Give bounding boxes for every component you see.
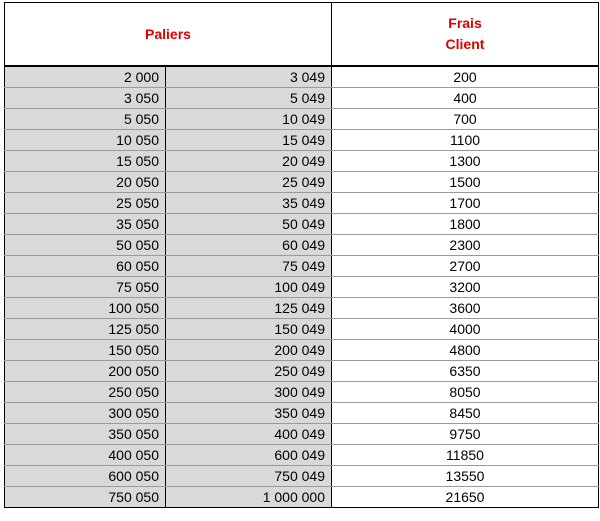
fee-cell: 8050 — [331, 381, 599, 403]
range-from-cell: 20 050 — [4, 171, 166, 193]
range-to-cell: 75 049 — [165, 255, 332, 277]
fee-cell: 8450 — [331, 402, 599, 424]
range-from-cell: 3 050 — [4, 87, 166, 109]
header-frais-client: Frais Client — [331, 2, 599, 67]
header-paliers: Paliers — [4, 2, 332, 67]
table-row: 350 050 400 049 9750 — [4, 423, 599, 445]
fee-cell: 2700 — [331, 255, 599, 277]
table-body: 2 000 3 049 200 3 050 5 049 400 5 050 10 049 700… — [4, 66, 599, 508]
fee-cell: 21650 — [331, 486, 599, 508]
table-row: 50 050 60 049 2300 — [4, 234, 599, 256]
range-to-cell: 200 049 — [165, 339, 332, 361]
table-row: 35 050 50 049 1800 — [4, 213, 599, 235]
range-from-cell: 100 050 — [4, 297, 166, 319]
fee-cell: 4800 — [331, 339, 599, 361]
table-row: 5 050 10 049 700 — [4, 108, 599, 130]
table-row: 2 000 3 049 200 — [4, 66, 599, 88]
range-to-cell: 20 049 — [165, 150, 332, 172]
table-row: 60 050 75 049 2700 — [4, 255, 599, 277]
range-from-cell: 150 050 — [4, 339, 166, 361]
fee-cell: 1700 — [331, 192, 599, 214]
range-to-cell: 5 049 — [165, 87, 332, 109]
range-to-cell: 600 049 — [165, 444, 332, 466]
range-from-cell: 10 050 — [4, 129, 166, 151]
range-from-cell: 200 050 — [4, 360, 166, 382]
table-row: 250 050 300 049 8050 — [4, 381, 599, 403]
table-row: 75 050 100 049 3200 — [4, 276, 599, 298]
table-row: 10 050 15 049 1100 — [4, 129, 599, 151]
fee-cell: 11850 — [331, 444, 599, 466]
table-row: 150 050 200 049 4800 — [4, 339, 599, 361]
table-row: 25 050 35 049 1700 — [4, 192, 599, 214]
range-from-cell: 2 000 — [4, 66, 166, 88]
range-to-cell: 50 049 — [165, 213, 332, 235]
fee-cell: 1100 — [331, 129, 599, 151]
fee-cell: 400 — [331, 87, 599, 109]
range-from-cell: 15 050 — [4, 150, 166, 172]
range-to-cell: 400 049 — [165, 423, 332, 445]
fee-cell: 1800 — [331, 213, 599, 235]
range-to-cell: 250 049 — [165, 360, 332, 382]
table-row: 3 050 5 049 400 — [4, 87, 599, 109]
table-header-row: Paliers Frais Client — [4, 2, 599, 67]
range-to-cell: 125 049 — [165, 297, 332, 319]
fee-cell: 200 — [331, 66, 599, 88]
table-row: 400 050 600 049 11850 — [4, 444, 599, 466]
range-from-cell: 50 050 — [4, 234, 166, 256]
fee-cell: 9750 — [331, 423, 599, 445]
fee-cell: 6350 — [331, 360, 599, 382]
range-from-cell: 35 050 — [4, 213, 166, 235]
table-row: 300 050 350 049 8450 — [4, 402, 599, 424]
table-row: 125 050 150 049 4000 — [4, 318, 599, 340]
range-to-cell: 60 049 — [165, 234, 332, 256]
range-to-cell: 350 049 — [165, 402, 332, 424]
fee-cell: 13550 — [331, 465, 599, 487]
fee-cell: 1500 — [331, 171, 599, 193]
range-from-cell: 75 050 — [4, 276, 166, 298]
fee-cell: 2300 — [331, 234, 599, 256]
range-from-cell: 60 050 — [4, 255, 166, 277]
range-to-cell: 3 049 — [165, 66, 332, 88]
fee-table-container: Paliers Frais Client 2 000 3 049 200 3 050 5… — [4, 2, 599, 508]
range-to-cell: 150 049 — [165, 318, 332, 340]
range-from-cell: 600 050 — [4, 465, 166, 487]
range-to-cell: 15 049 — [165, 129, 332, 151]
table-row: 750 050 1 000 000 21650 — [4, 486, 599, 508]
fee-cell: 700 — [331, 108, 599, 130]
range-from-cell: 350 050 — [4, 423, 166, 445]
fee-cell: 3600 — [331, 297, 599, 319]
table-row: 600 050 750 049 13550 — [4, 465, 599, 487]
fee-table: Paliers Frais Client 2 000 3 049 200 3 050 5… — [4, 2, 599, 508]
fee-cell: 4000 — [331, 318, 599, 340]
range-to-cell: 35 049 — [165, 192, 332, 214]
range-from-cell: 25 050 — [4, 192, 166, 214]
header-frais-line2: Client — [445, 36, 485, 52]
range-from-cell: 400 050 — [4, 444, 166, 466]
range-to-cell: 300 049 — [165, 381, 332, 403]
fee-cell: 1300 — [331, 150, 599, 172]
table-row: 15 050 20 049 1300 — [4, 150, 599, 172]
range-to-cell: 750 049 — [165, 465, 332, 487]
header-frais-line1: Frais — [448, 15, 482, 31]
range-to-cell: 10 049 — [165, 108, 332, 130]
range-to-cell: 1 000 000 — [165, 486, 332, 508]
range-from-cell: 300 050 — [4, 402, 166, 424]
table-row: 100 050 125 049 3600 — [4, 297, 599, 319]
range-from-cell: 250 050 — [4, 381, 166, 403]
range-to-cell: 100 049 — [165, 276, 332, 298]
table-row: 20 050 25 049 1500 — [4, 171, 599, 193]
range-from-cell: 5 050 — [4, 108, 166, 130]
range-from-cell: 125 050 — [4, 318, 166, 340]
range-to-cell: 25 049 — [165, 171, 332, 193]
table-row: 200 050 250 049 6350 — [4, 360, 599, 382]
fee-cell: 3200 — [331, 276, 599, 298]
range-from-cell: 750 050 — [4, 486, 166, 508]
